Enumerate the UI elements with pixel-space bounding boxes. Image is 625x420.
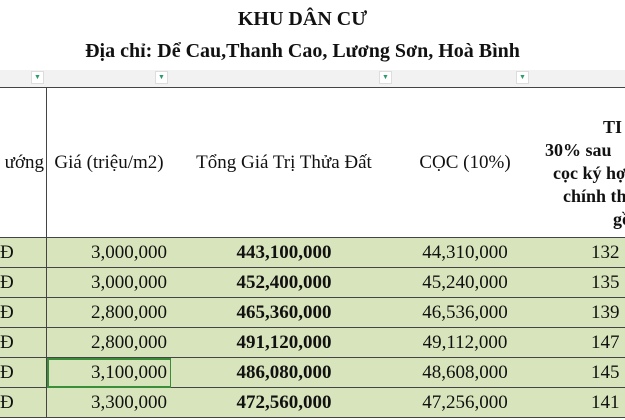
cell-direction[interactable]: Đ — [0, 358, 47, 388]
header-line: chính thu — [563, 186, 625, 206]
filter-dropdown-icon[interactable]: ▼ — [155, 71, 168, 84]
cell-direction[interactable]: Đ — [0, 388, 47, 418]
sheet-title: KHU DÂN CƯ — [237, 8, 368, 30]
cell-total-value[interactable]: 443,100,000 — [171, 238, 398, 268]
cell-direction[interactable]: Đ — [0, 328, 47, 358]
cell-price[interactable]: 3,000,000 — [47, 268, 172, 298]
header-line: 30% sau — [545, 140, 612, 160]
cell-deposit[interactable]: 46,536,000 — [397, 298, 534, 328]
header-cell-deposit[interactable]: CỌC (10%) — [397, 87, 534, 238]
header-line: TI — [603, 117, 623, 137]
cell-payment[interactable]: 145 — [533, 358, 625, 388]
header-line: cọc ký hợ — [553, 163, 625, 183]
filter-row: ▼ ▼ ▼ ▼ — [0, 70, 625, 87]
cell-direction[interactable]: Đ — [0, 298, 47, 328]
cell-deposit[interactable]: 48,608,000 — [397, 358, 534, 388]
table-row: Đ 2,800,000 491,120,000 49,112,000 147 — [0, 328, 625, 358]
address-line: Địa chỉ: Dể Cau,Thanh Cao, Lương Sơn, Ho… — [85, 40, 520, 62]
cell-price[interactable]: 3,100,000 — [47, 358, 172, 388]
table-row: Đ 2,800,000 465,360,000 46,536,000 139 — [0, 298, 625, 328]
cell-total-value[interactable]: 452,400,000 — [171, 268, 398, 298]
filter-dropdown-icon[interactable]: ▼ — [516, 71, 529, 84]
cell-deposit[interactable]: 47,256,000 — [397, 388, 534, 418]
cell-payment[interactable]: 139 — [533, 298, 625, 328]
cell-price[interactable]: 3,000,000 — [47, 238, 172, 268]
cell-direction[interactable]: Đ — [0, 268, 47, 298]
table-row: Đ 3,000,000 443,100,000 44,310,000 132 — [0, 238, 625, 268]
header-cell-price[interactable]: Giá (triệu/m2) — [47, 87, 172, 238]
cell-direction[interactable]: Đ — [0, 238, 47, 268]
cell-payment[interactable]: 141 — [533, 388, 625, 418]
cell-payment[interactable]: 147 — [533, 328, 625, 358]
filter-dropdown-icon[interactable]: ▼ — [379, 71, 392, 84]
filter-dropdown-icon[interactable]: ▼ — [31, 71, 44, 84]
header-cell-total-value[interactable]: Tổng Giá Trị Thửa Đất — [171, 87, 398, 238]
cell-price[interactable]: 2,800,000 — [47, 298, 172, 328]
cell-total-value[interactable]: 472,560,000 — [171, 388, 398, 418]
cell-payment[interactable]: 132 — [533, 238, 625, 268]
cell-total-value[interactable]: 465,360,000 — [171, 298, 398, 328]
header-line: gồ — [613, 209, 625, 229]
cell-total-value[interactable]: 486,080,000 — [171, 358, 398, 388]
cell-price[interactable]: 3,300,000 — [47, 388, 172, 418]
table-row: Đ 3,000,000 452,400,000 45,240,000 135 — [0, 268, 625, 298]
table-row: Đ 3,300,000 472,560,000 47,256,000 141 — [0, 388, 625, 418]
header-cell-direction[interactable]: ướng — [0, 87, 47, 238]
table-row: Đ 3,100,000 486,080,000 48,608,000 145 — [0, 358, 625, 388]
cell-deposit[interactable]: 45,240,000 — [397, 268, 534, 298]
cell-deposit[interactable]: 44,310,000 — [397, 238, 534, 268]
cell-payment[interactable]: 135 — [533, 268, 625, 298]
header-cell-payment[interactable]: TI 30% sau cọc ký hợ chính thu gồ — [533, 87, 625, 238]
header-row: ướng Giá (triệu/m2) Tổng Giá Trị Thửa Đấ… — [0, 87, 625, 238]
cell-price[interactable]: 2,800,000 — [47, 328, 172, 358]
cell-deposit[interactable]: 49,112,000 — [397, 328, 534, 358]
cell-total-value[interactable]: 491,120,000 — [171, 328, 398, 358]
